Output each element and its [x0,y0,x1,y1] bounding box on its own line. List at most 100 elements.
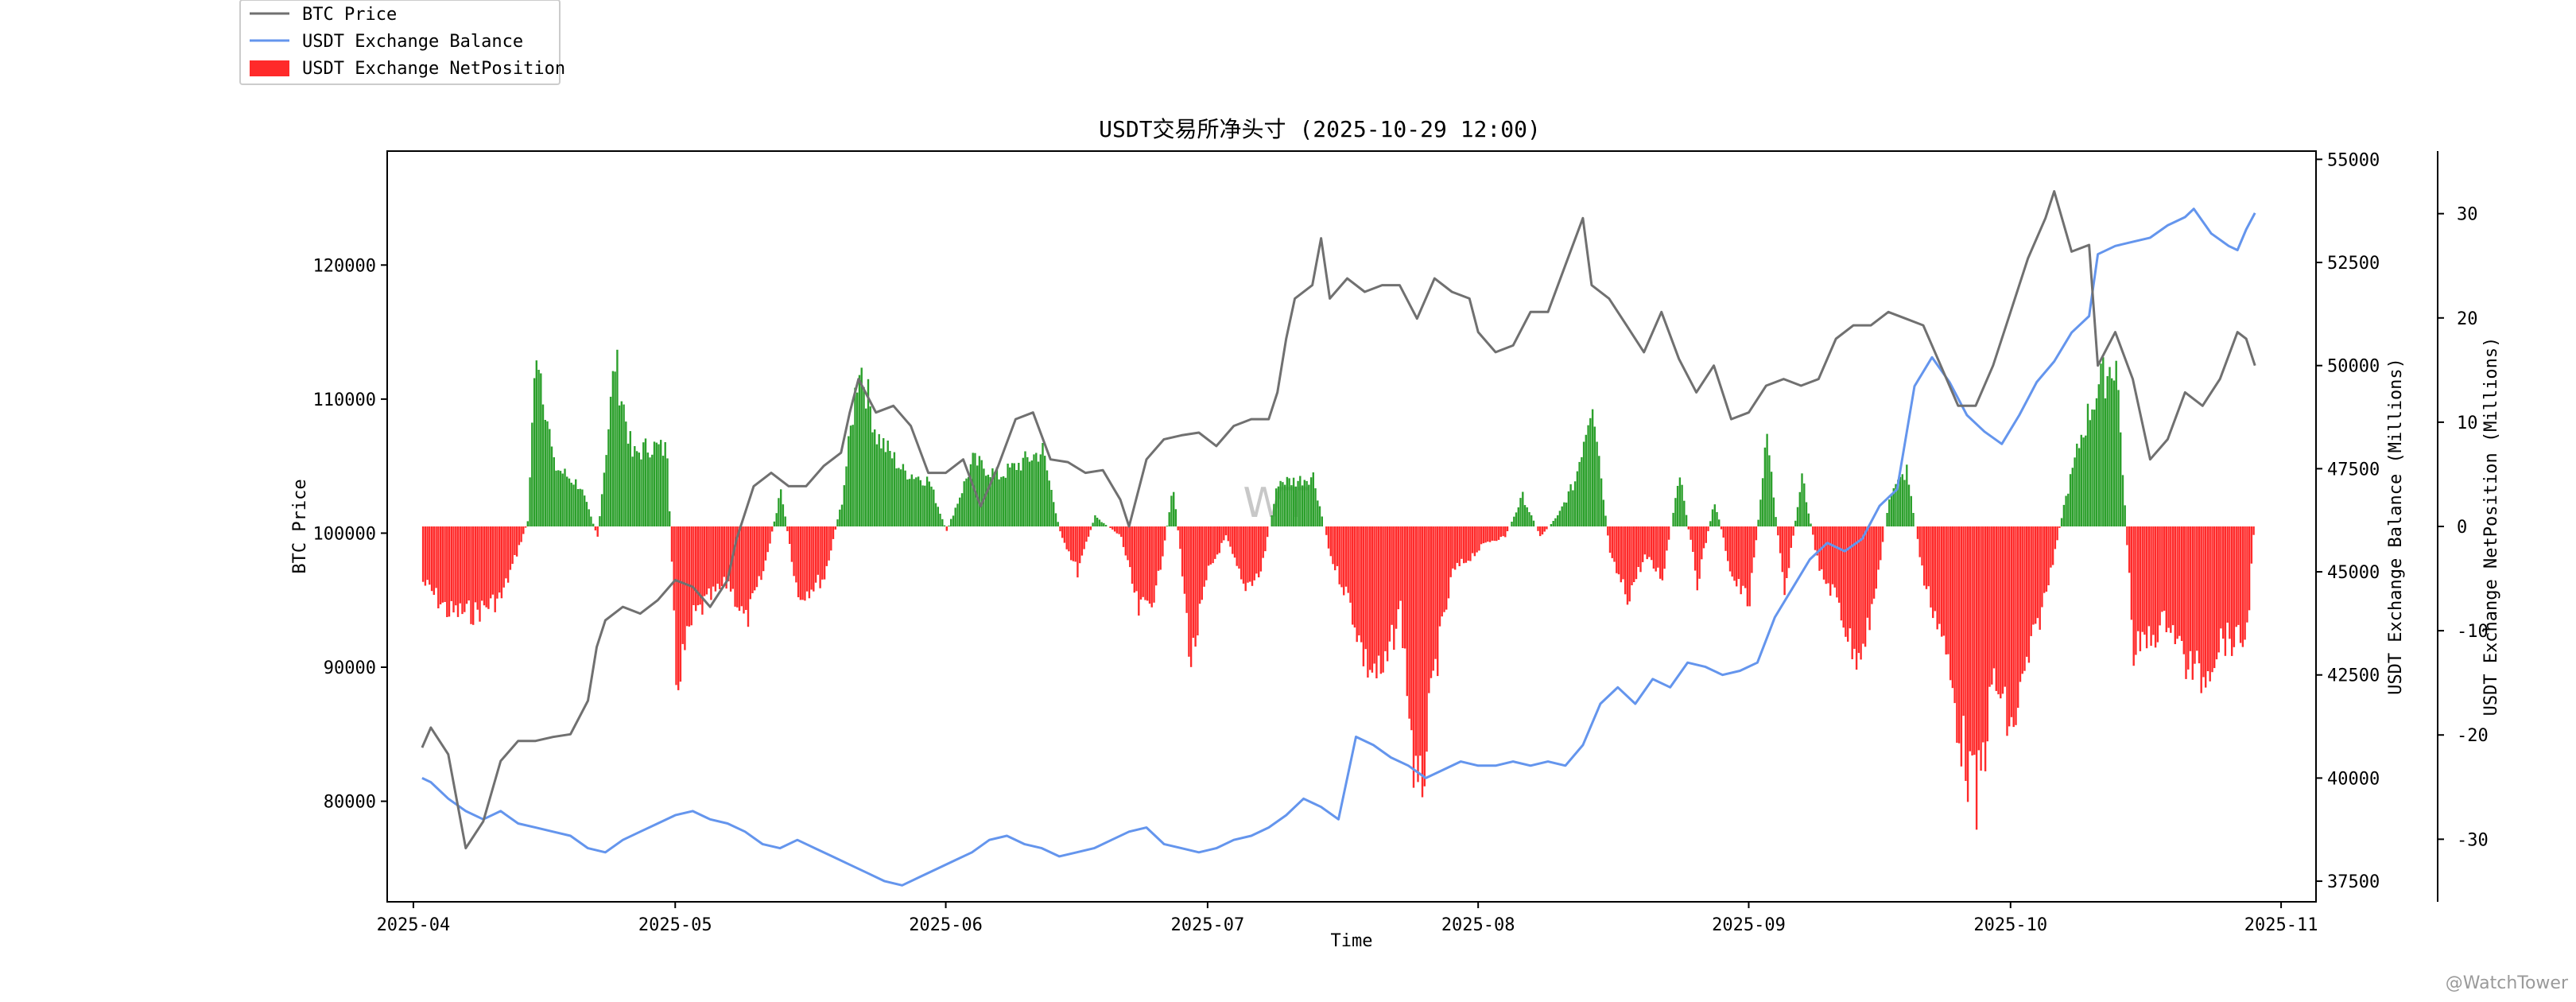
netposition-bar [1019,470,1022,526]
netposition-bar [1886,513,1888,526]
netposition-bar [1986,526,1988,742]
netposition-bar [1244,526,1247,592]
netposition-bar [1242,526,1245,584]
netposition-bar [1321,516,1323,526]
netposition-bar [1124,526,1127,556]
netposition-bar [638,452,640,526]
netposition-bar [1139,526,1143,600]
netposition-bar [804,526,806,601]
netposition-bar [537,370,540,526]
netposition-bar [1148,526,1151,604]
netposition-bar [2035,526,2037,624]
netposition-bar [1305,480,1308,526]
netposition-bar [1356,526,1358,643]
netposition-bar [2080,434,2082,526]
netposition-bar [1589,418,1592,526]
netposition-bar [1343,526,1345,596]
netposition-bar [2095,398,2098,526]
netposition-bar [649,457,651,526]
netposition-bar [1118,526,1120,534]
netposition-bar [1388,526,1391,642]
netposition-bar [437,526,440,608]
netposition-bar [2185,526,2187,679]
netposition-bar [1833,526,1836,588]
netposition-bar [1624,526,1627,595]
netposition-bar [1888,499,1891,526]
netposition-bar [969,464,972,526]
netposition-bar [2198,526,2201,664]
netposition-bar [2043,526,2046,593]
netposition-bar [1441,526,1443,617]
netposition-bar [1598,456,1600,526]
netposition-bar [755,526,758,588]
netposition-bar [1546,526,1548,530]
netposition-bar [494,526,496,612]
netposition-bar [1698,526,1701,579]
netposition-bar [775,513,778,526]
netposition-bar [1283,484,1286,526]
netposition-bar [1122,526,1125,547]
netposition-bar [476,526,479,610]
netposition-bar [1028,461,1031,526]
netposition-bar [1557,515,1559,526]
netposition-bar [1786,526,1788,578]
netposition-bar [985,476,987,526]
netposition-bar [1013,463,1015,526]
netposition-bar [2085,435,2087,526]
netposition-bar [913,479,915,526]
netposition-bar [1705,526,1707,543]
netposition-bar [627,443,630,526]
netposition-bar [1872,526,1876,599]
netposition-bar [712,526,715,587]
netposition-bar [1847,526,1849,642]
netposition-bar [1973,526,1976,755]
netposition-bar [886,441,889,526]
netposition-bar [919,480,921,526]
netposition-bar [1792,526,1794,536]
netposition-bar [915,477,918,526]
netposition-bar [1519,498,1522,526]
netposition-bar [1290,485,1293,526]
netposition-bar [898,468,900,526]
netposition-bar [1358,526,1360,635]
netposition-bar [2062,504,2066,526]
netposition-bar [1561,506,1563,526]
netposition-bar [910,474,913,526]
netposition-bar [1115,526,1118,534]
netposition-bar [928,481,930,526]
netposition-bar [1702,526,1705,549]
netposition-bar [1309,477,1313,526]
netposition-bar [1449,526,1452,577]
netposition-bar [2248,526,2251,611]
netposition-bar [1279,480,1282,526]
netposition-bar [740,526,743,607]
netposition-bar [1956,526,1958,743]
netposition-bar [1857,526,1860,654]
netposition-bar [1966,526,1969,802]
netposition-bar [1810,523,1812,526]
netposition-bar [1997,526,2000,695]
netposition-bar [2250,526,2253,564]
netposition-bar [1701,526,1703,560]
netposition-bar [1716,511,1718,526]
netposition-bar [1728,526,1732,572]
netposition-bar [1563,502,1565,526]
netposition-bar [500,526,503,599]
netposition-bar [1709,521,1712,526]
netposition-bar [623,404,625,526]
netposition-bar [2086,403,2089,526]
netposition-bar [1628,526,1631,602]
netposition-bar [2030,526,2032,636]
netposition-bar [1129,526,1131,568]
netposition-bar [2202,526,2205,678]
netposition-bar [1009,467,1011,526]
netposition-bar [1897,480,1899,526]
netposition-bar [945,526,948,531]
netposition-bar [1667,526,1670,540]
netposition-bar [1515,512,1518,526]
netposition-bar [696,526,700,606]
netposition-bar [1384,526,1387,651]
netposition-bar [465,526,468,604]
netposition-bar [1104,525,1108,526]
netposition-bar [2100,363,2102,526]
